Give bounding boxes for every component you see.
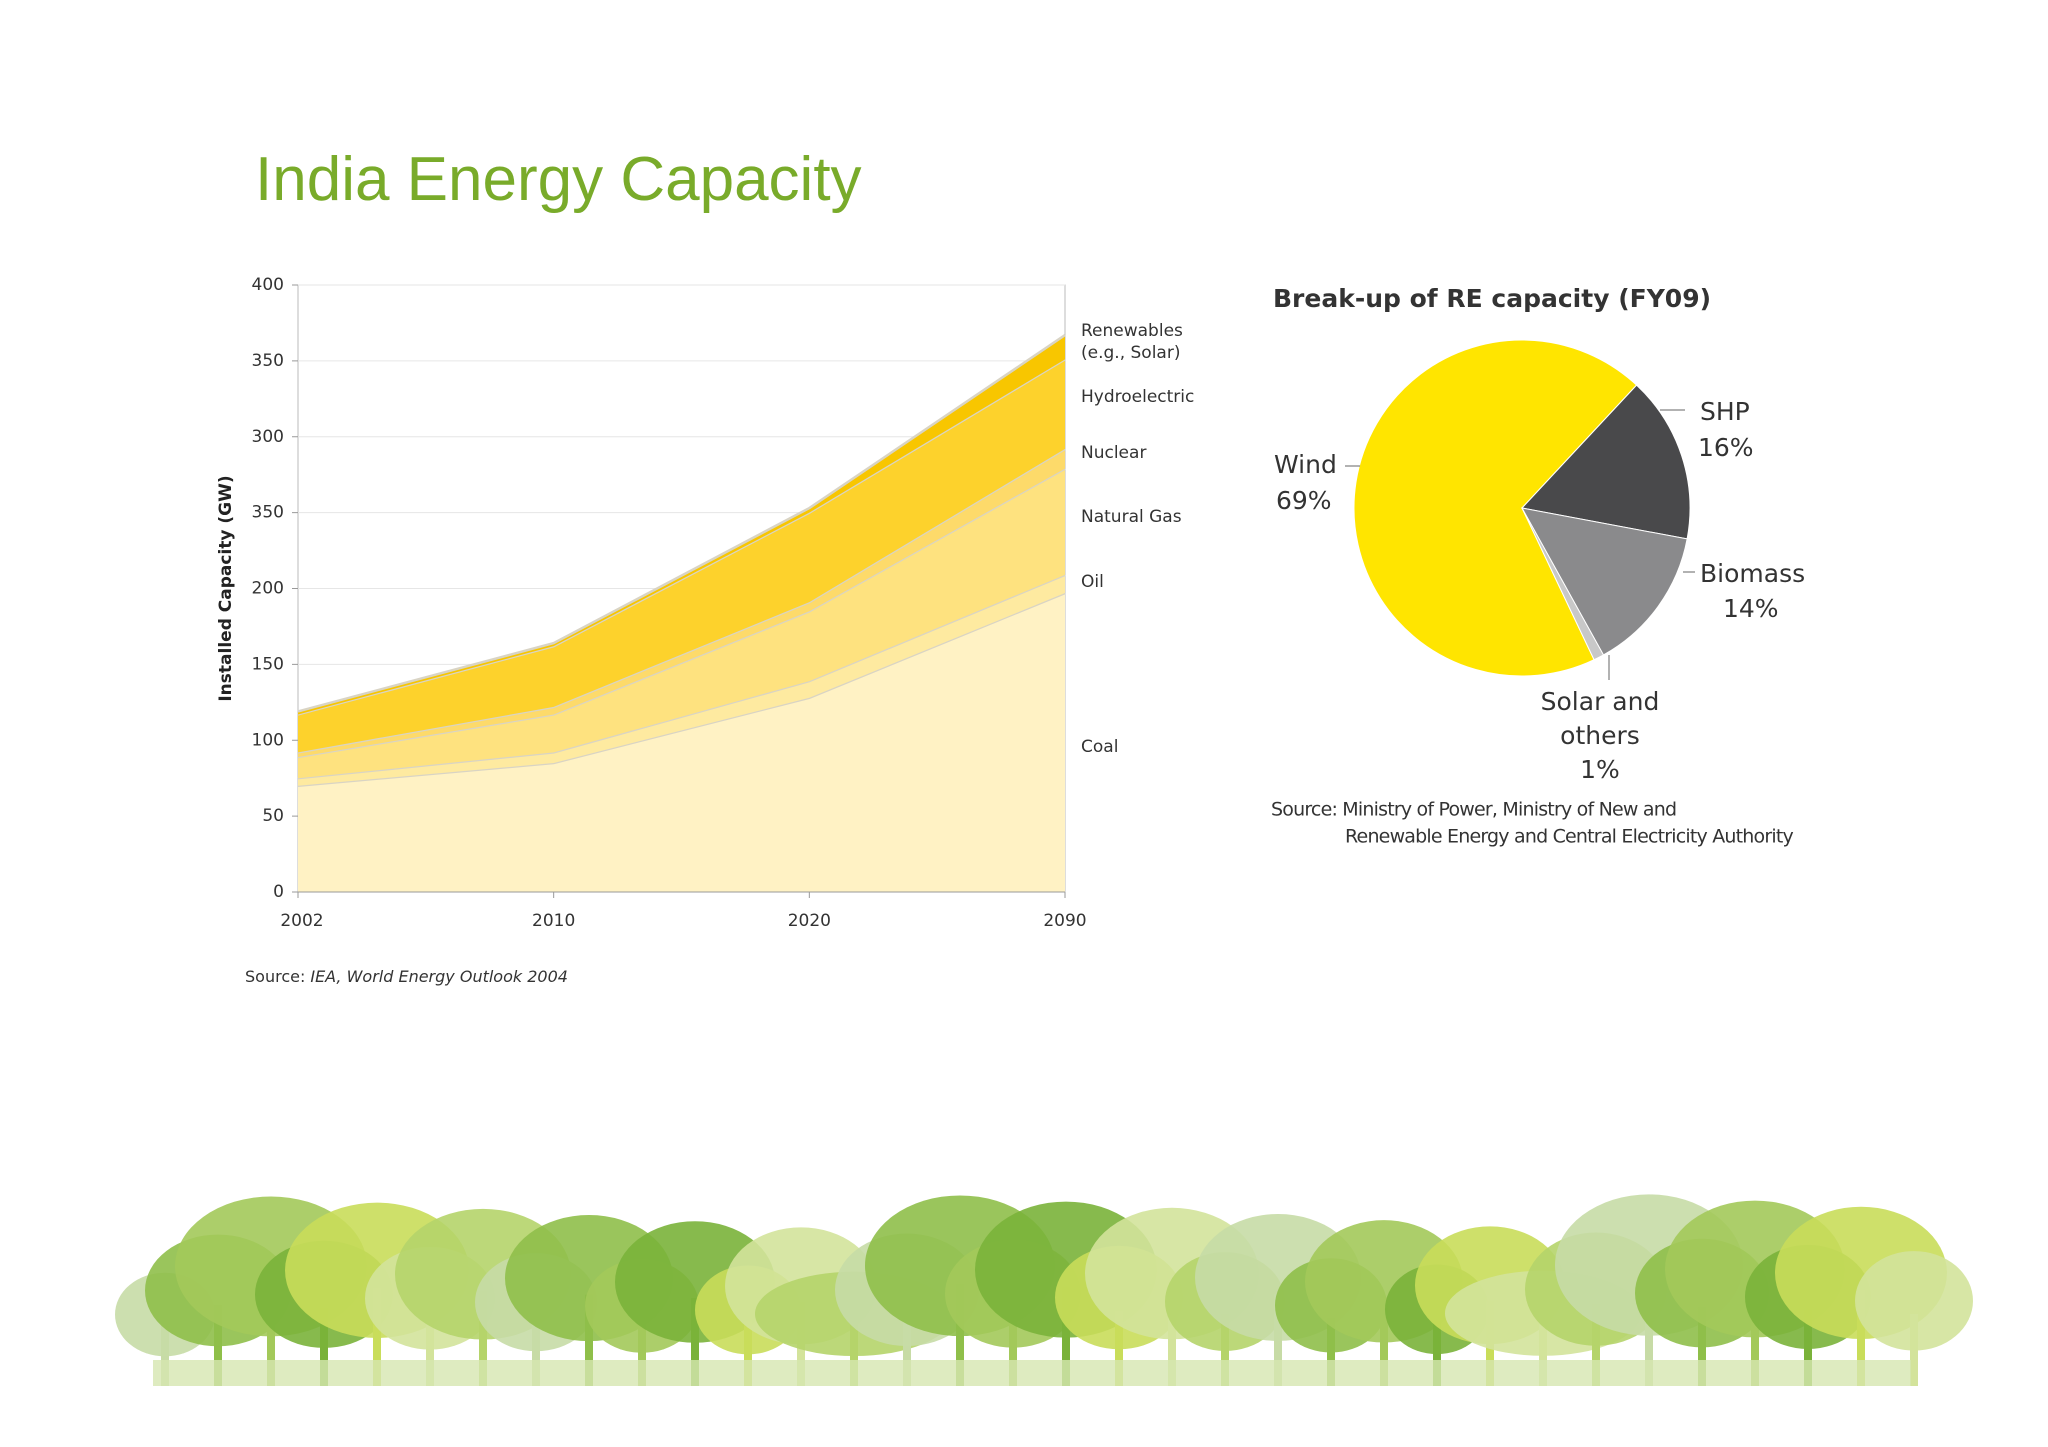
tree-border xyxy=(115,1194,1973,1386)
slide-title: India Energy Capacity xyxy=(255,145,862,214)
chart-source: Source: IEA, World Energy Outlook 2004 xyxy=(245,967,568,986)
series-label: Oil xyxy=(1081,572,1104,592)
slice-label: Solar and others xyxy=(1540,687,1660,750)
slice-value: 1% xyxy=(1580,755,1620,784)
x-tick-label: 2090 xyxy=(1043,911,1086,931)
x-tick-label: 2010 xyxy=(532,911,575,931)
x-tick-label: 2002 xyxy=(280,911,323,931)
pie-slice xyxy=(1353,339,1638,677)
layer-edge xyxy=(297,334,1066,713)
tree-crown xyxy=(1855,1251,1973,1351)
area-layer xyxy=(298,468,1065,779)
y-tick-label: 100 xyxy=(252,730,284,750)
ground xyxy=(153,1360,1911,1386)
series-label: Natural Gas xyxy=(1081,507,1182,527)
y-tick-label: 350 xyxy=(252,351,284,371)
y-tick-label: 200 xyxy=(252,579,284,599)
series-label: Coal xyxy=(1081,737,1119,757)
pie-slice xyxy=(1521,507,1605,661)
slice-value: 69% xyxy=(1276,486,1332,515)
slice-value: 14% xyxy=(1723,594,1779,623)
series-label: Renewables (e.g., Solar) xyxy=(1081,321,1183,363)
slice-label: Biomass xyxy=(1700,559,1805,588)
pie-source: Source: Ministry of Power, Ministry of N… xyxy=(1271,799,1676,821)
y-tick-label: 150 xyxy=(252,654,284,674)
pie-slice xyxy=(1521,384,1691,540)
source-text: IEA, World Energy Outlook 2004 xyxy=(310,967,568,986)
series-label: Hydroelectric xyxy=(1081,387,1195,407)
x-tick-label: 2020 xyxy=(788,911,831,931)
y-tick-label: 300 xyxy=(252,427,284,447)
y-tick-label: 0 xyxy=(273,882,284,902)
pie-source: Renewable Energy and Central Electricity… xyxy=(1345,826,1793,848)
area-layer xyxy=(298,593,1065,892)
area-layer xyxy=(298,359,1065,753)
pie-slice xyxy=(1521,507,1688,656)
y-tick-label: 350 xyxy=(252,503,284,523)
y-tick-label: 400 xyxy=(252,275,284,295)
y-tick-label: 50 xyxy=(262,806,284,826)
slice-label: SHP xyxy=(1700,397,1750,426)
slice-label: Wind xyxy=(1274,450,1337,479)
series-label: Nuclear xyxy=(1081,443,1147,463)
slice-value: 16% xyxy=(1698,433,1754,462)
y-axis-label: Installed Capacity (GW) xyxy=(216,475,236,701)
pie-title: Break-up of RE capacity (FY09) xyxy=(1273,284,1711,313)
source-label: Source: xyxy=(245,967,305,986)
